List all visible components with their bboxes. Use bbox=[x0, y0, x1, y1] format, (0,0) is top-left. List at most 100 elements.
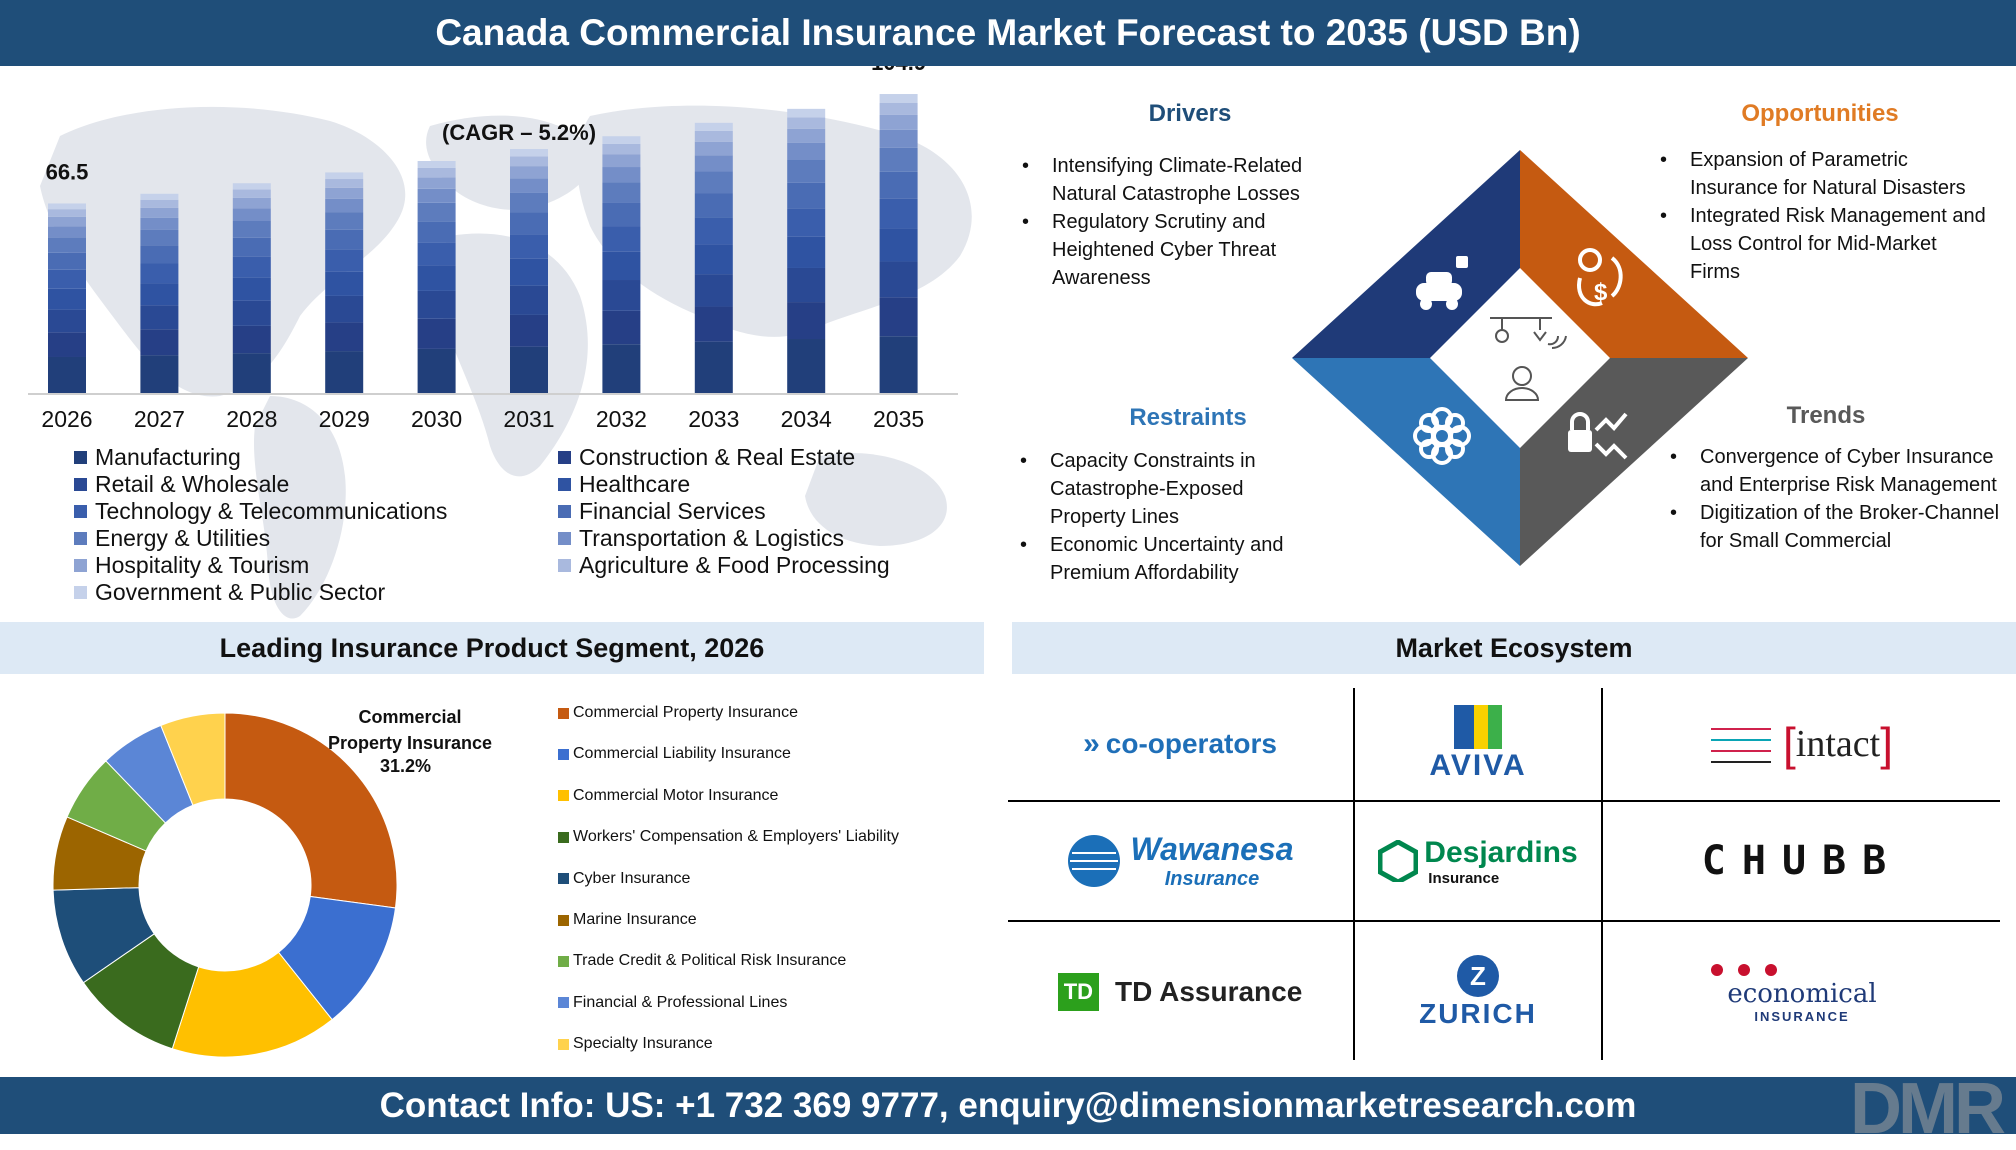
legend-swatch bbox=[558, 707, 569, 719]
legend-label: Financial Services bbox=[579, 498, 766, 524]
bar-segment bbox=[879, 228, 918, 262]
legend-swatch bbox=[558, 1038, 569, 1050]
bar-segment bbox=[140, 193, 179, 200]
bar-segment bbox=[694, 341, 733, 393]
bar-segment bbox=[140, 305, 179, 330]
flower-icon bbox=[1413, 407, 1471, 465]
legend-swatch bbox=[558, 748, 569, 760]
bar-segment bbox=[510, 166, 548, 179]
drivers-title: Drivers bbox=[1148, 100, 1232, 127]
zurich-logo: Z ZURICH bbox=[1356, 924, 1600, 1060]
bar-segment bbox=[232, 189, 271, 198]
bar-segment bbox=[48, 309, 86, 333]
bar-segment bbox=[694, 193, 733, 218]
tree-globe-icon bbox=[1068, 835, 1121, 887]
donut-legend-item: Financial & Professional Lines bbox=[558, 994, 787, 1012]
bar-segment bbox=[787, 128, 826, 143]
grid-divider bbox=[1008, 920, 2000, 922]
legend-item: Healthcare bbox=[558, 471, 690, 498]
bar-segment bbox=[602, 310, 641, 345]
donut-callout-label: Commercial Property Insurance bbox=[327, 707, 493, 753]
bar-segment bbox=[602, 136, 641, 144]
three-dots-icon bbox=[1711, 963, 1777, 976]
bar-segment bbox=[417, 265, 456, 291]
bar-segment bbox=[417, 188, 456, 203]
bar-segment bbox=[325, 212, 364, 230]
bar-segment bbox=[694, 306, 733, 342]
drivers-quadrant bbox=[1292, 150, 1520, 358]
bar-segment bbox=[417, 177, 456, 189]
bar-segment bbox=[48, 269, 86, 289]
donut-slice bbox=[160, 712, 226, 806]
restraints-item: Economic Uncertainty and Premium Afforda… bbox=[1020, 531, 1320, 587]
restraints-item: Capacity Constraints in Catastrophe-Expo… bbox=[1020, 447, 1320, 531]
legend-item: Manufacturing bbox=[74, 444, 241, 471]
bar-segment bbox=[787, 142, 826, 161]
grid-divider bbox=[1008, 800, 2000, 802]
legend-swatch bbox=[74, 505, 87, 518]
bar-segment bbox=[232, 183, 271, 190]
bar-segment bbox=[787, 208, 826, 237]
bar-segment bbox=[140, 217, 179, 230]
opportunities-list: Expansion of Parametric Insurance for Na… bbox=[1660, 146, 1990, 286]
bar-segment bbox=[602, 344, 641, 393]
legend-swatch bbox=[558, 914, 569, 926]
bar-segment bbox=[140, 245, 179, 264]
bar-segment bbox=[510, 212, 548, 235]
bar-segment bbox=[879, 129, 918, 148]
legend-swatch bbox=[74, 478, 87, 491]
market-dynamics-diamond: $ bbox=[1292, 150, 1748, 566]
opportunities-quadrant bbox=[1520, 150, 1748, 358]
chevron-logo-icon: » bbox=[1083, 727, 1100, 760]
bar-segment bbox=[879, 114, 918, 130]
legend-swatch bbox=[74, 532, 87, 545]
bar-data-label: 104.9 bbox=[871, 66, 926, 75]
bar-segment bbox=[879, 297, 918, 337]
center-square bbox=[1430, 268, 1610, 448]
bar-segment bbox=[140, 329, 179, 356]
legend-label: Technology & Telecommunications bbox=[95, 498, 448, 524]
bar-segment bbox=[140, 283, 179, 306]
bar-segment bbox=[787, 267, 826, 303]
legend-swatch bbox=[558, 559, 571, 572]
bar-segment bbox=[48, 288, 86, 310]
x-tick-label: 2034 bbox=[781, 406, 832, 432]
legend-label: Commercial Property Insurance bbox=[573, 704, 798, 721]
bar-segment bbox=[48, 226, 86, 238]
aviva-logo: AVIVA bbox=[1356, 690, 1600, 798]
intact-logo: [ intact ] bbox=[1604, 690, 2000, 798]
opportunities-item: Expansion of Parametric Insurance for Na… bbox=[1660, 146, 1990, 202]
bar-segment bbox=[510, 178, 548, 193]
bar-segment bbox=[140, 355, 179, 393]
bar-segment bbox=[602, 182, 641, 203]
x-tick-label: 2028 bbox=[226, 406, 277, 432]
idea-money-icon: $ bbox=[1577, 248, 1623, 307]
legend-swatch bbox=[558, 478, 571, 491]
bar-segment bbox=[602, 154, 641, 168]
bar-segment bbox=[602, 167, 641, 183]
bar-segment bbox=[417, 318, 456, 349]
bracket-icon: [ bbox=[1783, 718, 1796, 770]
restraints-title: Restraints bbox=[1129, 404, 1247, 431]
bar-segment bbox=[48, 252, 86, 270]
bar-segment bbox=[48, 203, 86, 210]
legend-label: Agriculture & Food Processing bbox=[579, 552, 890, 578]
bar-segment bbox=[232, 277, 271, 301]
legend-label: Transportation & Logistics bbox=[579, 525, 845, 551]
bar-segment bbox=[48, 216, 86, 227]
bar-chart: 2026 66.5 2027 2028 2029 2030 2031 2032 2033 2034… bbox=[20, 50, 980, 626]
bar-segment bbox=[232, 256, 271, 278]
bar-segment bbox=[232, 197, 271, 209]
svg-text:Z: Z bbox=[1470, 961, 1486, 991]
bar-segment bbox=[232, 325, 271, 354]
bar-segment bbox=[325, 172, 364, 180]
legend-swatch bbox=[74, 559, 87, 572]
bar-segment bbox=[510, 314, 548, 347]
bar-segment bbox=[510, 258, 548, 286]
restraints-quadrant bbox=[1292, 358, 1520, 566]
bar-segment bbox=[417, 242, 456, 266]
bar-segment bbox=[787, 160, 826, 183]
bar-segment bbox=[602, 226, 641, 252]
bar-segment bbox=[417, 348, 456, 393]
legend-swatch bbox=[558, 451, 571, 464]
